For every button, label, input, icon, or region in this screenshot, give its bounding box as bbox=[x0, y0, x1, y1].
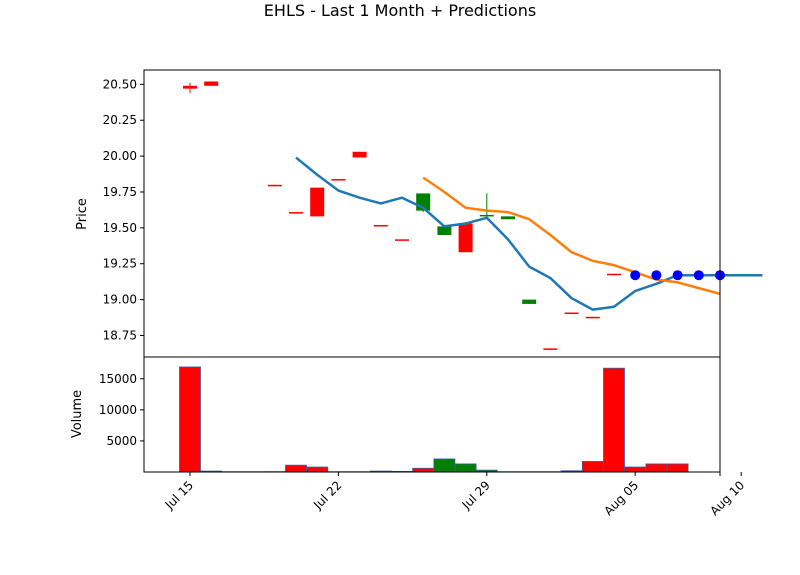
sma-line-blue bbox=[295, 156, 763, 311]
volume-bar bbox=[454, 463, 477, 473]
candle-body bbox=[267, 184, 282, 187]
price-frame bbox=[143, 69, 721, 358]
volume-bar bbox=[433, 458, 456, 473]
candle-body bbox=[564, 312, 579, 315]
candle bbox=[289, 212, 303, 214]
prediction-point bbox=[651, 270, 662, 281]
volume-tick-label: 5000 bbox=[106, 434, 137, 448]
prediction-point bbox=[672, 270, 683, 281]
candle-body bbox=[501, 216, 515, 220]
volume-bar bbox=[603, 367, 625, 473]
x-tick-label: Jul 15 bbox=[162, 478, 196, 512]
candle-body bbox=[204, 81, 219, 86]
candle-body bbox=[352, 151, 367, 158]
volume-bar bbox=[285, 464, 307, 473]
candle bbox=[607, 273, 621, 276]
price-panel: 18.75 19.00 19.25 19.50 19.75 20.00 20.25 20.50 bbox=[103, 69, 763, 358]
volume-bar bbox=[666, 463, 689, 473]
price-tick-label: 18.75 bbox=[103, 328, 137, 342]
candle-body bbox=[607, 273, 621, 276]
prediction-point bbox=[630, 270, 641, 281]
volume-tick-label: 10000 bbox=[99, 403, 137, 417]
candle bbox=[479, 193, 494, 218]
candle-body bbox=[437, 226, 452, 236]
candle-body bbox=[289, 212, 303, 214]
volume-bar bbox=[645, 463, 668, 473]
price-tick-label: 19.75 bbox=[103, 185, 137, 199]
candle-body bbox=[543, 348, 558, 350]
candle-body bbox=[585, 316, 600, 319]
candle bbox=[564, 312, 579, 315]
candle-body bbox=[479, 214, 494, 217]
candle-body bbox=[522, 299, 537, 304]
price-tick-label: 19.00 bbox=[103, 293, 137, 307]
price-tick-label: 19.25 bbox=[103, 257, 137, 271]
prediction-point bbox=[693, 270, 704, 281]
candle-body bbox=[373, 224, 388, 227]
candle bbox=[331, 179, 346, 181]
volume-axis-label: Volume bbox=[70, 390, 85, 438]
candle bbox=[522, 299, 537, 304]
volume-tick-label: 15000 bbox=[99, 372, 137, 386]
candle bbox=[543, 348, 558, 350]
candle bbox=[183, 82, 197, 93]
candle-body bbox=[395, 239, 409, 241]
candle bbox=[352, 151, 367, 158]
candle bbox=[204, 81, 219, 86]
candle bbox=[501, 216, 515, 220]
candle bbox=[437, 226, 452, 236]
candle bbox=[458, 222, 473, 253]
price-tick-label: 20.25 bbox=[103, 113, 137, 127]
volume-frame bbox=[143, 356, 721, 473]
candle bbox=[310, 187, 325, 217]
chart-title: EHLS - Last 1 Month + Predictions bbox=[264, 1, 536, 20]
volume-bar bbox=[179, 366, 201, 473]
volume-bar bbox=[306, 466, 329, 473]
x-tick-label: Aug 05 bbox=[601, 478, 641, 518]
price-tick-label: 19.50 bbox=[103, 221, 137, 235]
sma-line-orange bbox=[422, 176, 721, 296]
candle-body bbox=[183, 85, 197, 89]
x-tick-label: Jul 22 bbox=[310, 478, 344, 512]
candle bbox=[395, 239, 409, 241]
volume-bar bbox=[581, 461, 604, 473]
x-tick-label: Jul 29 bbox=[459, 478, 493, 512]
price-tick-label: 20.50 bbox=[103, 77, 137, 91]
candle bbox=[267, 184, 282, 187]
volume-panel: 5000 10000 15000 bbox=[99, 356, 721, 473]
candle-body bbox=[458, 223, 473, 253]
volume-bar bbox=[412, 467, 435, 473]
x-tick-label: Aug 10 bbox=[707, 478, 747, 518]
candle-body bbox=[331, 179, 346, 181]
candle bbox=[373, 224, 388, 227]
price-axis-label: Price bbox=[75, 198, 90, 230]
price-tick-label: 20.00 bbox=[103, 149, 137, 163]
volume-bar bbox=[624, 466, 647, 473]
candle bbox=[585, 316, 600, 319]
x-axis: Jul 15 Jul 22 Jul 29 Aug 05 Aug 10 bbox=[162, 472, 747, 518]
candle-body bbox=[310, 187, 325, 217]
